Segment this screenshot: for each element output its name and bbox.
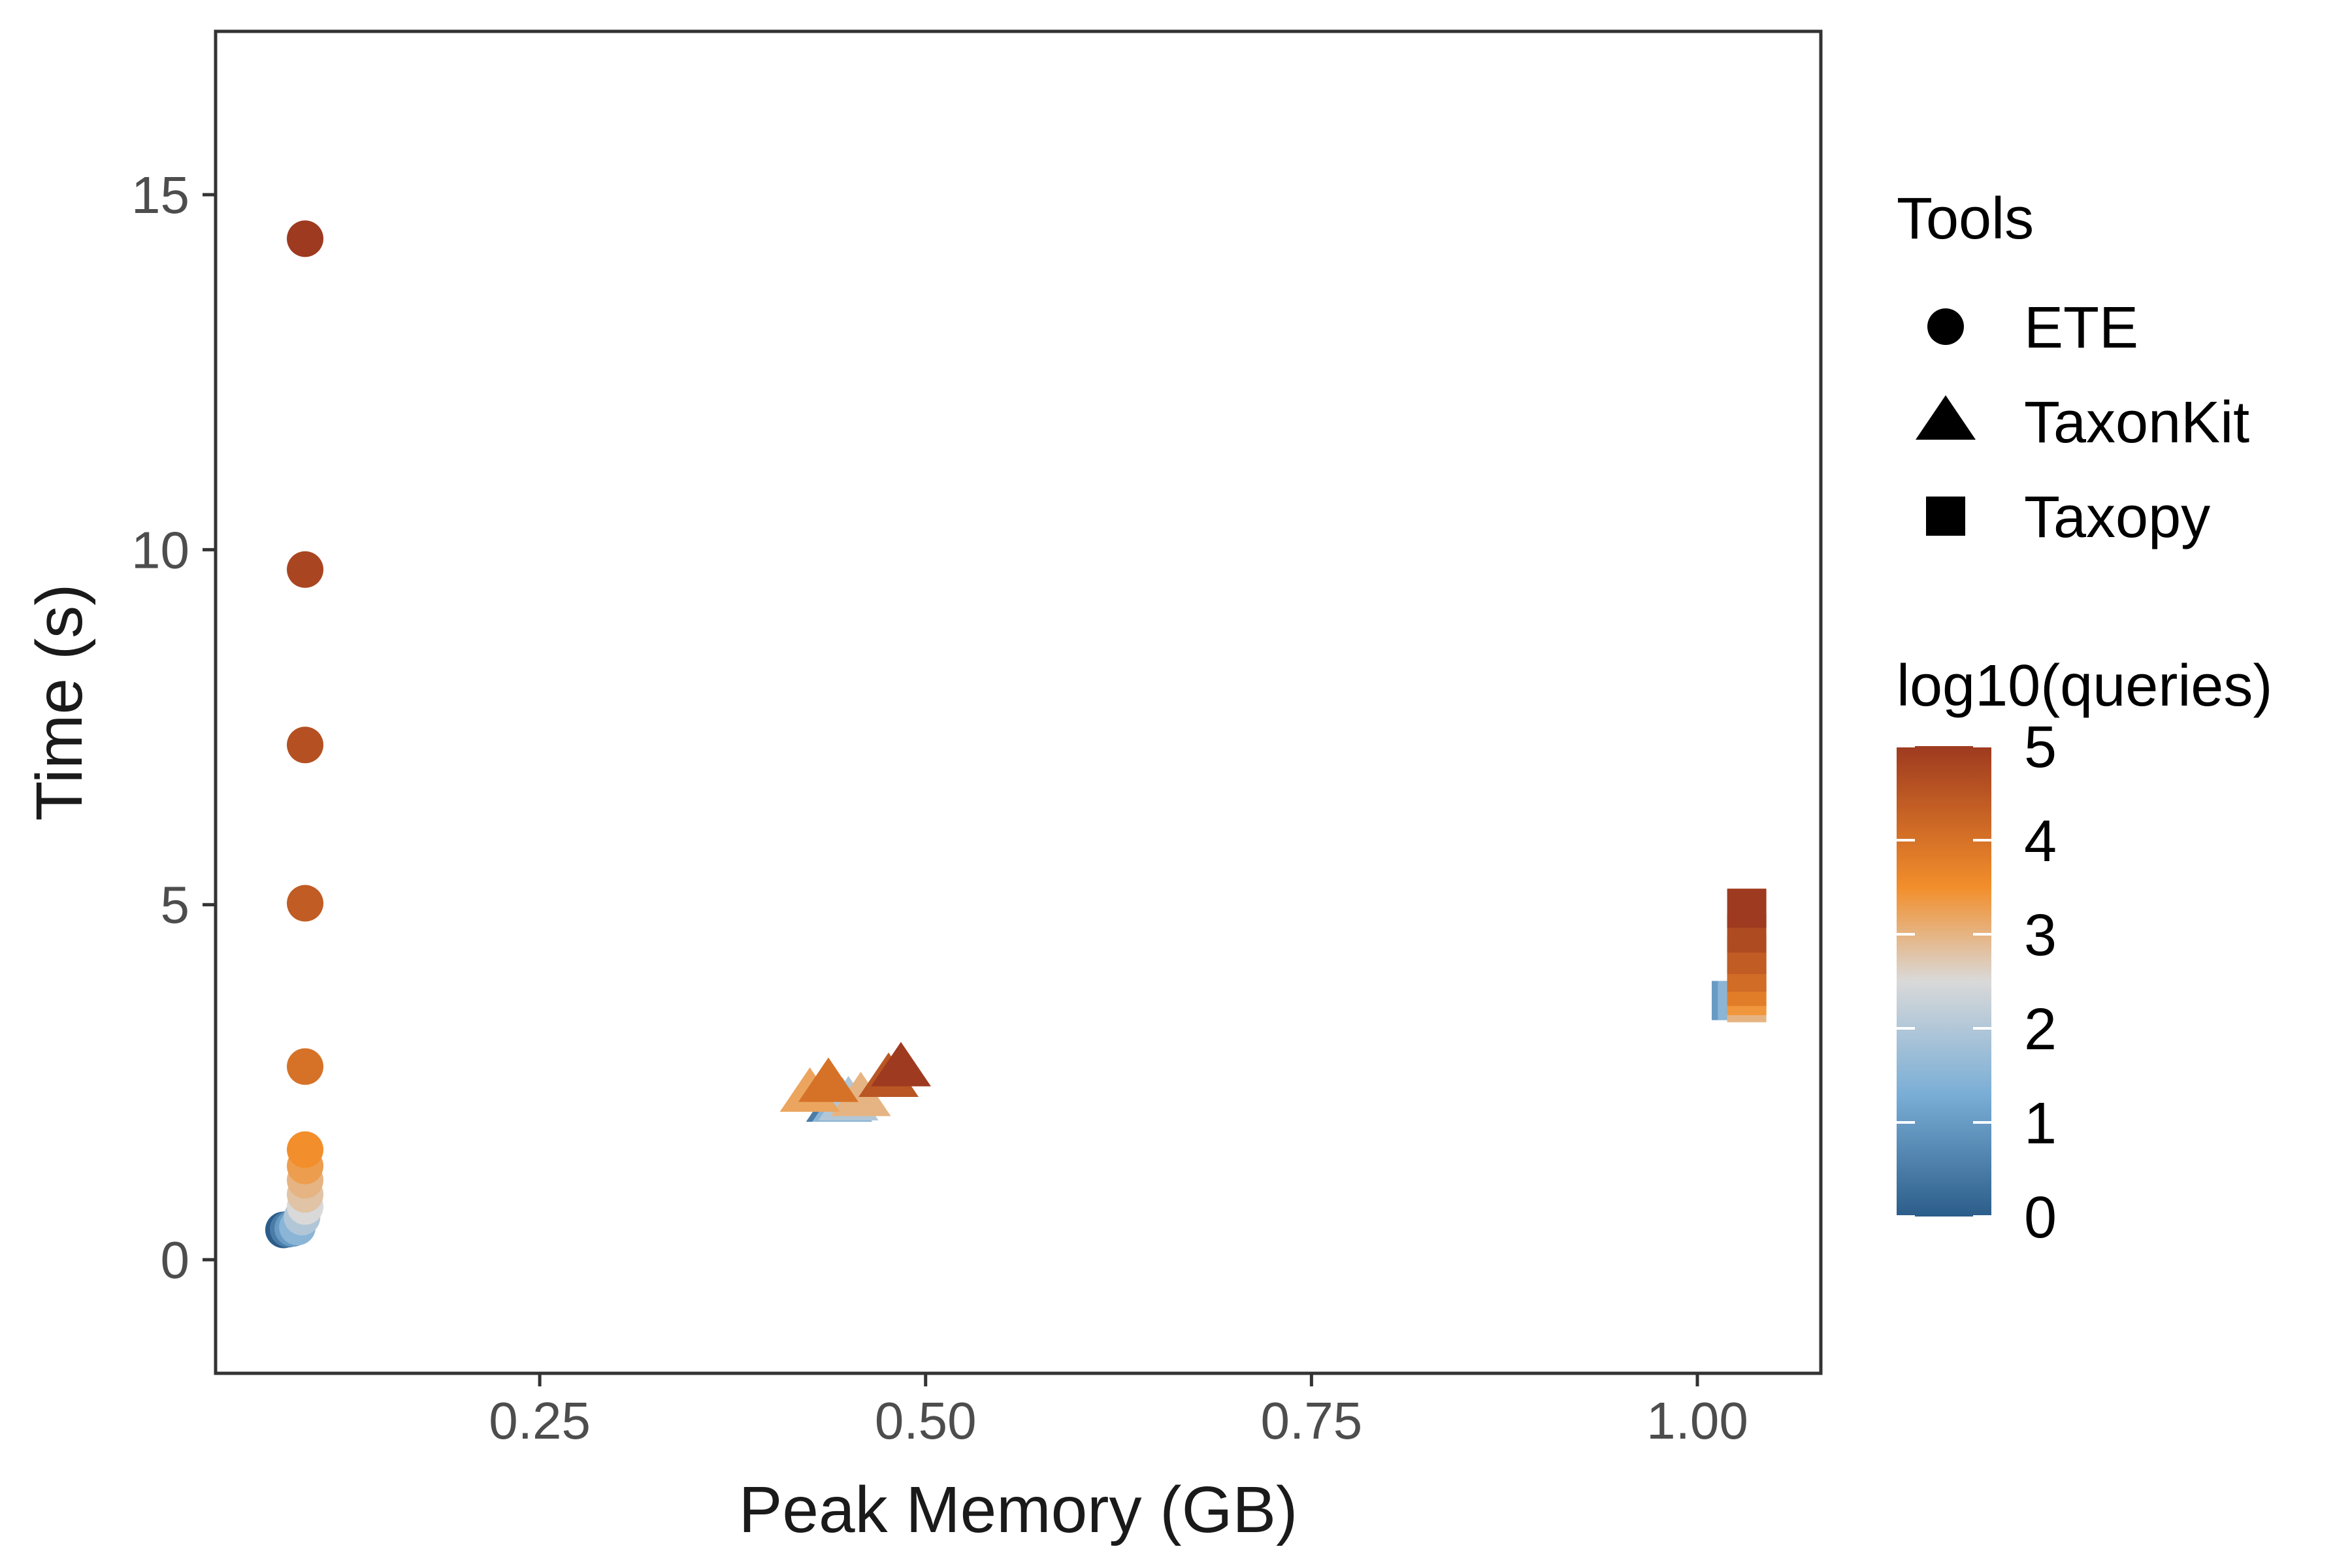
series-taxonkit <box>779 1041 931 1122</box>
ete-point <box>287 1131 324 1168</box>
colorbar-tick-label: 0 <box>2024 1185 2057 1250</box>
shape-legend-label: TaxonKit <box>2024 390 2249 455</box>
ete-point <box>287 885 324 922</box>
series-taxopy <box>1711 889 1767 1022</box>
x-tick-label: 0.50 <box>875 1392 977 1450</box>
shape-legend-label: ETE <box>2024 295 2138 361</box>
x-axis-title: Peak Memory (GB) <box>739 1473 1298 1546</box>
shape-legend-label: Taxopy <box>2024 485 2210 550</box>
y-axis: 0 5 10 15 <box>131 166 216 1289</box>
ete-point <box>287 1048 324 1085</box>
colorbar-tick-label: 5 <box>2024 715 2057 780</box>
y-tick-label: 10 <box>131 521 189 579</box>
plot-panel <box>214 29 1823 1375</box>
ete-point <box>287 551 324 588</box>
colorbar-tick-label: 1 <box>2024 1091 2057 1156</box>
taxopy-point <box>1727 889 1767 928</box>
x-tick-label: 1.00 <box>1646 1392 1748 1450</box>
color-legend: log10(queries) 0 1 2 3 4 5 <box>1897 653 2272 1250</box>
x-axis: 0.25 0.50 0.75 1.00 <box>489 1373 1748 1450</box>
colorbar-tick-label: 2 <box>2024 997 2057 1062</box>
colorbar-tick-label: 4 <box>2024 809 2057 874</box>
colorbar-tick-label: 3 <box>2024 903 2057 968</box>
color-legend-title: log10(queries) <box>1897 653 2272 719</box>
shape-legend-title: Tools <box>1897 186 2034 252</box>
points-layer <box>265 220 1767 1249</box>
series-ete <box>265 220 324 1249</box>
x-tick-label: 0.25 <box>489 1392 591 1450</box>
y-tick-label: 5 <box>161 876 190 934</box>
square-key-icon <box>1926 497 1965 536</box>
ete-point <box>287 727 324 764</box>
plot-border <box>214 29 1823 1375</box>
shape-legend: Tools ETE TaxonKit Taxopy <box>1897 186 2249 550</box>
y-tick-label: 0 <box>161 1231 190 1289</box>
taxonkit-point <box>870 1041 931 1086</box>
y-axis-title: Time (s) <box>23 584 96 821</box>
circle-key-icon <box>1927 308 1964 345</box>
colorbar <box>1897 746 1991 1217</box>
x-tick-label: 0.75 <box>1261 1392 1363 1450</box>
triangle-key-icon <box>1916 395 1976 440</box>
y-tick-label: 15 <box>131 166 189 224</box>
taxonkit-point <box>798 1057 858 1102</box>
ete-point <box>287 220 324 257</box>
